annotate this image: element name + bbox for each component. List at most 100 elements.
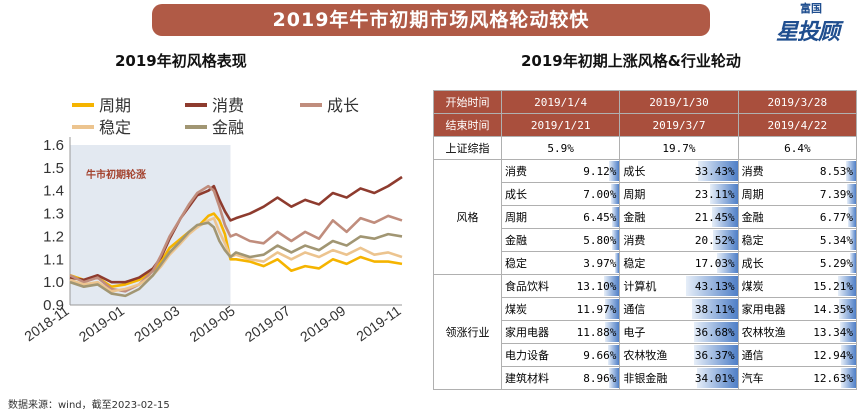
index-return: 6.4% [737,136,858,160]
return-value: 17.03% [694,256,735,270]
legend-label: 消费 [212,96,244,115]
item-name: 农林牧渔 [737,320,803,344]
item-name: 周期 [619,182,685,206]
banner-title: 2019年牛市初期市场风格轮动较快 [152,4,710,36]
item-name: 消费 [737,159,803,183]
shaded-period-label: 牛市初期轮涨 [86,168,146,181]
y-tick-label: 0.9 [43,297,64,314]
header-date: 2019/1/4 [500,90,621,114]
return-value: 11.88% [576,325,617,339]
item-name: 成长 [500,182,566,206]
item-return: 8.96% [565,366,621,390]
return-value: 15.21% [813,279,853,293]
x-tick-label: 2019-01 [76,302,127,345]
item-return: 34.01% [684,366,739,390]
return-bar [697,161,738,181]
item-name: 电力设备 [500,343,566,367]
item-return: 8.53% [802,159,857,183]
style-row: 稳定 3.97% 稳定 17.03% 成长 5.29% [434,251,857,275]
return-bar [847,184,856,204]
item-name: 电子 [619,320,685,344]
y-tick-label: 1.6 [43,137,64,154]
item-name: 家用电器 [500,320,566,344]
item-name: 金融 [619,205,685,229]
return-value: 9.12% [583,164,617,178]
return-bar [710,184,738,204]
style-group-label: 风格 [433,159,502,275]
return-bar [686,276,738,296]
header-label: 结束时间 [433,113,502,137]
item-return: 13.10% [565,274,621,298]
industry-row: 电力设备 9.66% 农林牧渔 36.37% 通信 12.94% [434,343,857,367]
item-return: 36.37% [684,343,739,367]
item-return: 17.03% [684,251,739,275]
industry-row: 家用电器 11.88% 电子 36.68% 农林牧渔 13.34% [434,320,857,344]
header-row: 结束时间 2019/1/21 2019/3/7 2019/4/22 [433,113,858,137]
item-return: 11.97% [565,297,621,321]
index-return: 5.9% [500,136,621,160]
return-value: 43.13% [694,279,735,293]
item-return: 5.29% [802,251,857,275]
item-return: 23.11% [684,182,739,206]
return-value: 36.37% [694,348,735,362]
item-return: 12.94% [802,343,857,367]
return-value: 9.66% [583,348,617,362]
x-tick-label: 2019-09 [297,302,348,345]
return-value: 7.39% [819,187,853,201]
style-row: 金融 5.80% 消费 20.52% 稳定 5.34% [434,228,857,252]
item-return: 21.45% [684,205,739,229]
return-value: 34.01% [694,371,735,385]
legend-label: 金融 [212,118,244,137]
legend-label: 周期 [99,96,131,115]
legend-label: 成长 [327,96,359,115]
item-name: 煤炭 [500,297,566,321]
return-bar [608,368,620,388]
return-bar [694,345,738,365]
return-value: 11.97% [576,302,617,316]
header-date: 2019/1/21 [500,113,621,137]
y-tick-label: 1.3 [43,206,64,223]
return-value: 5.80% [583,233,617,247]
logo-main-text: 星投顾 [776,20,840,45]
index-label: 上证综指 [433,136,502,160]
header-label: 开始时间 [433,90,502,114]
rotation-table: 开始时间 2019/1/4 2019/1/30 2019/3/28 结束时间 2019/1… [433,90,858,390]
series-line-周期 [69,212,403,289]
legend-label: 稳定 [99,118,131,137]
item-return: 5.34% [802,228,857,252]
x-tick-label: 2019-05 [186,302,237,345]
return-value: 3.97% [583,256,617,270]
item-return: 15.21% [802,274,857,298]
item-name: 计算机 [619,274,685,298]
item-name: 金融 [737,205,803,229]
item-return: 14.35% [802,297,857,321]
series-line-稳定 [69,216,403,293]
item-name: 通信 [619,297,685,321]
y-tick-label: 1.5 [43,160,64,177]
item-name: 稳定 [619,251,685,275]
x-tick-label: 2019-11 [353,302,404,344]
return-bar [837,276,856,296]
item-return: 20.52% [684,228,739,252]
logo-top-text: 富国 [800,2,822,15]
return-bar [612,230,620,250]
return-value: 33.43% [694,164,735,178]
return-bar [845,161,856,181]
return-bar [849,253,856,273]
item-name: 家用电器 [737,297,803,321]
return-value: 6.77% [819,210,853,224]
item-name: 周期 [737,182,803,206]
return-value: 8.96% [583,371,617,385]
return-bar [847,207,856,227]
series-line-金融 [69,221,403,298]
item-return: 9.12% [565,159,621,183]
x-tick-label: 2019-03 [131,302,182,345]
return-bar [712,207,738,227]
header-date: 2019/3/28 [737,90,858,114]
return-bar [840,368,856,388]
return-value: 13.34% [813,325,853,339]
item-return: 43.13% [684,274,739,298]
item-name: 农林牧渔 [619,343,685,367]
return-value: 12.94% [813,348,853,362]
